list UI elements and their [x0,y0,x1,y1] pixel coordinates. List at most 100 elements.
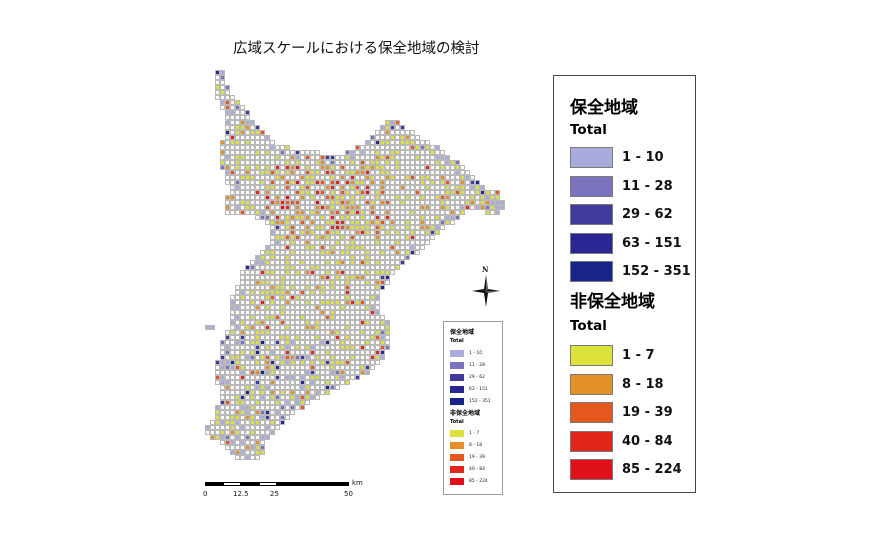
grid-cell [380,145,385,150]
grid-cell [250,145,255,150]
grid-cell [275,300,280,305]
legend-swatch [570,203,613,225]
grid-cell [395,195,400,200]
grid-cell [330,185,335,190]
grid-cell [360,155,365,160]
grid-cell [415,135,420,140]
grid-cell [470,185,475,190]
grid-cell [415,205,420,210]
grid-cell [225,195,230,200]
grid-cell [315,240,320,245]
grid-cell [410,135,415,140]
grid-cell [280,265,285,270]
grid-cell [375,325,380,330]
grid-cell [275,290,280,295]
grid-cell [345,250,350,255]
grid-cell [445,215,450,220]
grid-cell [400,230,405,235]
grid-cell [290,305,295,310]
grid-cell [365,225,370,230]
grid-cell [300,200,305,205]
grid-cell [345,235,350,240]
grid-cell [280,335,285,340]
grid-cell [360,210,365,215]
grid-cell [340,205,345,210]
grid-cell [245,310,250,315]
grid-cell [270,275,275,280]
grid-cell [380,170,385,175]
grid-cell [315,295,320,300]
grid-cell [390,165,395,170]
grid-cell [460,165,465,170]
grid-cell [375,290,380,295]
grid-cell [255,305,260,310]
grid-cell [260,210,265,215]
grid-cell [425,195,430,200]
grid-cell [395,200,400,205]
grid-cell [315,255,320,260]
grid-cell [245,330,250,335]
grid-cell [240,290,245,295]
grid-cell [295,315,300,320]
grid-cell [315,210,320,215]
grid-cell [430,225,435,230]
grid-cell [300,240,305,245]
grid-cell [280,215,285,220]
grid-cell [310,325,315,330]
grid-cell [250,140,255,145]
grid-cell [385,130,390,135]
grid-cell [305,150,310,155]
grid-cell [270,325,275,330]
grid-cell [380,335,385,340]
grid-cell [260,325,265,330]
grid-cell [250,280,255,285]
grid-cell [485,195,490,200]
grid-cell [410,180,415,185]
grid-cell [230,300,235,305]
grid-cell [275,305,280,310]
grid-cell [335,280,340,285]
grid-cell [325,300,330,305]
grid-cell [390,170,395,175]
grid-cell [295,195,300,200]
grid-cell [385,160,390,165]
legend-swatch [570,260,613,282]
grid-cell [290,160,295,165]
grid-cell [345,190,350,195]
grid-cell [255,150,260,155]
grid-cell [240,295,245,300]
grid-cell [310,275,315,280]
grid-cell [345,285,350,290]
grid-cell [300,300,305,305]
grid-cell [270,235,275,240]
grid-cell [375,190,380,195]
grid-cell [265,145,270,150]
grid-cell [380,270,385,275]
grid-cell [345,150,350,155]
grid-cell [400,245,405,250]
grid-cell [275,310,280,315]
grid-cell [435,150,440,155]
grid-cell [325,295,330,300]
grid-cell [350,275,355,280]
grid-cell [325,240,330,245]
grid-cell [295,170,300,175]
grid-cell [340,165,345,170]
grid-cell [350,220,355,225]
grid-cell [285,215,290,220]
grid-cell [305,195,310,200]
grid-cell [405,240,410,245]
grid-cell [430,155,435,160]
grid-cell [380,240,385,245]
grid-cell [360,255,365,260]
grid-cell [370,165,375,170]
grid-cell [430,230,435,235]
scale-tick-label: 12.5 [233,490,249,498]
grid-cell [310,235,315,240]
grid-cell [270,305,275,310]
grid-cell [360,195,365,200]
grid-cell [345,230,350,235]
grid-cell [465,180,470,185]
grid-cell [330,155,335,160]
grid-cell [350,235,355,240]
